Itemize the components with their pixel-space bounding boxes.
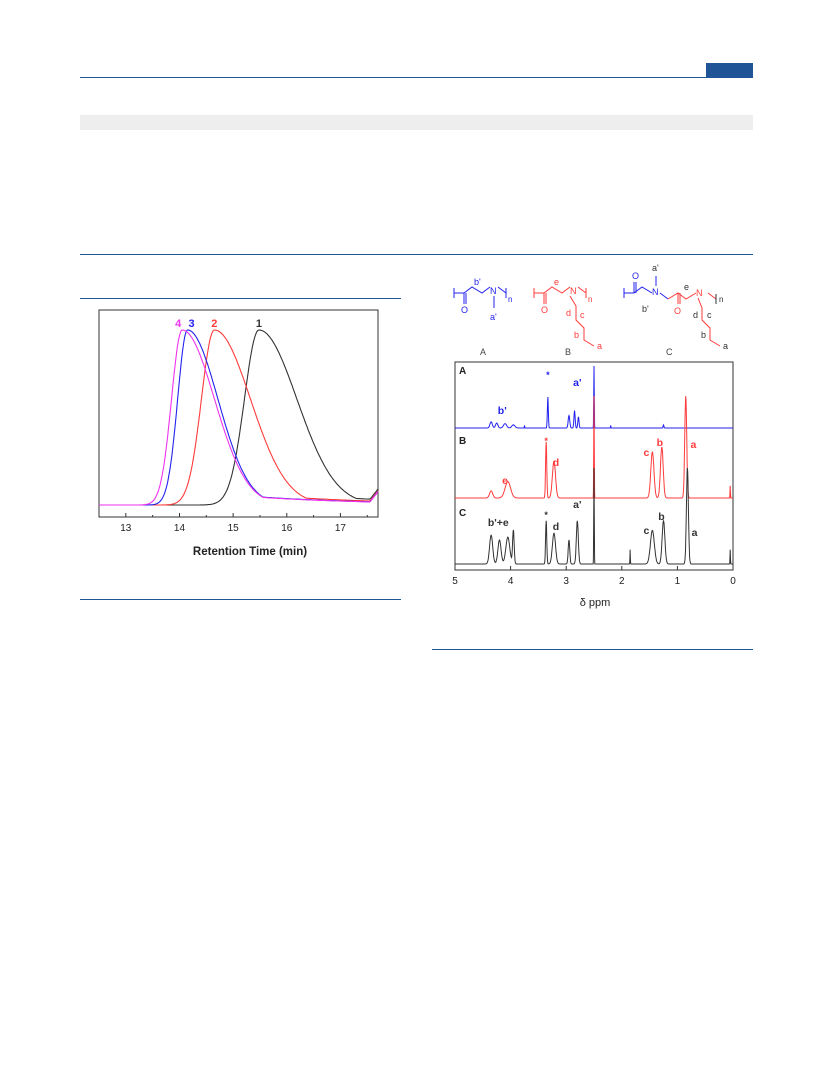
svg-text:n: n bbox=[719, 295, 723, 304]
svg-text:n: n bbox=[588, 295, 592, 304]
svg-text:O: O bbox=[541, 305, 548, 315]
gpc-peak-label-3: 3 bbox=[188, 318, 194, 330]
svg-text:a': a' bbox=[652, 263, 659, 273]
svg-text:b': b' bbox=[474, 277, 481, 287]
structure-b bbox=[533, 286, 595, 347]
nmr-plot-frame bbox=[454, 361, 734, 571]
gpc-peak-label-4: 4 bbox=[175, 318, 182, 330]
nmr-spectrum-label-B: B bbox=[459, 436, 466, 447]
svg-text:a': a' bbox=[490, 312, 497, 322]
svg-text:a: a bbox=[597, 341, 602, 351]
gpc-curves bbox=[99, 329, 379, 506]
gpc-tick-label: 13 bbox=[120, 523, 132, 534]
svg-text:C: C bbox=[666, 347, 673, 357]
gpc-series-3 bbox=[99, 329, 379, 506]
gpc-peak-labels: 1 2 34 bbox=[175, 318, 262, 330]
nmr-tick-label: 0 bbox=[730, 576, 736, 587]
svg-text:c: c bbox=[707, 310, 712, 320]
svg-text:e: e bbox=[554, 277, 559, 287]
nmr-peak-label: * bbox=[546, 370, 550, 380]
nmr-peak-labels: Ab'*a'Be*dcb aCb'+e*da'cba bbox=[459, 366, 698, 539]
gpc-tick-label: 16 bbox=[281, 523, 293, 534]
nmr-peak-label: a' bbox=[573, 377, 581, 389]
nmr-peak-label: c bbox=[643, 525, 649, 537]
nmr-tick-label: 2 bbox=[619, 576, 625, 587]
nmr-peak-label: b bbox=[657, 437, 663, 449]
header-tab bbox=[706, 63, 753, 77]
svg-text:c: c bbox=[580, 310, 585, 320]
gpc-series-1 bbox=[99, 329, 379, 506]
nmr-spectrum-label-A: A bbox=[459, 366, 466, 377]
gpc-tick-label: 15 bbox=[228, 523, 240, 534]
gpc-tick-label: 14 bbox=[174, 523, 186, 534]
nmr-peak-label: * bbox=[544, 510, 548, 520]
svg-text:b: b bbox=[574, 330, 579, 340]
nmr-tick-label: 3 bbox=[563, 576, 569, 587]
structure-captions: A B C bbox=[480, 347, 673, 357]
nmr-tick-label: 5 bbox=[452, 576, 458, 587]
svg-text:b: b bbox=[701, 330, 706, 340]
header-rule bbox=[80, 77, 753, 78]
nmr-peak-label: e bbox=[502, 475, 508, 487]
structure-a bbox=[453, 286, 507, 308]
svg-text:O: O bbox=[461, 305, 468, 315]
gpc-plot-frame bbox=[98, 309, 379, 518]
structure-c-red bbox=[667, 292, 721, 347]
svg-text:N: N bbox=[696, 288, 703, 298]
svg-text:N: N bbox=[570, 286, 577, 296]
svg-text:N: N bbox=[652, 287, 659, 297]
structure-c-labels: O a' N e N n b' O d c b a bbox=[632, 263, 728, 351]
nmr-x-axis-label: δ ppm bbox=[580, 597, 611, 609]
svg-text:n: n bbox=[508, 295, 512, 304]
svg-text:B: B bbox=[565, 347, 571, 357]
nmr-tick-label: 1 bbox=[675, 576, 681, 587]
svg-text:N: N bbox=[490, 286, 497, 296]
table-header-band bbox=[80, 115, 753, 130]
nmr-peak-label: d bbox=[553, 457, 559, 469]
left-figure-rule-bottom bbox=[80, 599, 401, 600]
svg-text:A: A bbox=[480, 347, 486, 357]
gpc-tick-label: 17 bbox=[335, 523, 347, 534]
nmr-peak-label: a bbox=[690, 439, 696, 451]
nmr-spectrum-label-C: C bbox=[459, 508, 466, 519]
gpc-chart: 13 14 15 16 17 1 2 34 Retention Time (min) bbox=[98, 309, 379, 558]
gpc-x-axis-label: Retention Time (min) bbox=[193, 546, 307, 558]
nmr-spectrum-B bbox=[455, 395, 733, 499]
nmr-peak-label: a' bbox=[573, 499, 581, 511]
svg-text:d: d bbox=[693, 310, 698, 320]
nmr-structures: b' N n a' O e N n O d c b a bbox=[453, 263, 728, 357]
nmr-peak-label: b bbox=[658, 511, 664, 523]
structure-c-blue bbox=[623, 276, 669, 300]
svg-text:O: O bbox=[674, 306, 681, 316]
svg-text:b': b' bbox=[642, 304, 649, 314]
nmr-peak-label: a bbox=[692, 527, 698, 539]
right-figure-rule-bottom bbox=[432, 649, 753, 650]
gpc-series-2 bbox=[99, 329, 379, 506]
nmr-ticks: 5 4 3 2 1 0 bbox=[452, 566, 736, 587]
nmr-peak-label: * bbox=[544, 436, 548, 446]
nmr-peak-label: b' bbox=[498, 405, 507, 417]
gpc-series-4 bbox=[99, 329, 379, 506]
svg-text:a: a bbox=[723, 341, 728, 351]
gpc-peak-label-1: 1 bbox=[256, 318, 262, 330]
structure-a-labels: b' N n a' O bbox=[461, 277, 512, 322]
structure-b-labels: e N n O d c b a bbox=[541, 277, 602, 351]
nmr-peak-label: b'+e bbox=[488, 517, 509, 529]
left-figure-rule-top bbox=[80, 298, 401, 299]
svg-text:e: e bbox=[684, 282, 689, 292]
nmr-peak-label: d bbox=[553, 521, 559, 533]
svg-text:O: O bbox=[632, 271, 639, 281]
gpc-ticks: 13 14 15 16 17 bbox=[120, 513, 368, 534]
section-rule-top bbox=[80, 254, 753, 255]
gpc-peak-label-2: 2 bbox=[211, 318, 217, 330]
nmr-tick-label: 4 bbox=[508, 576, 514, 587]
nmr-curves bbox=[455, 365, 733, 565]
svg-text:d: d bbox=[566, 308, 571, 318]
nmr-peak-label: c bbox=[643, 447, 649, 459]
nmr-spectrum-C bbox=[455, 467, 733, 565]
